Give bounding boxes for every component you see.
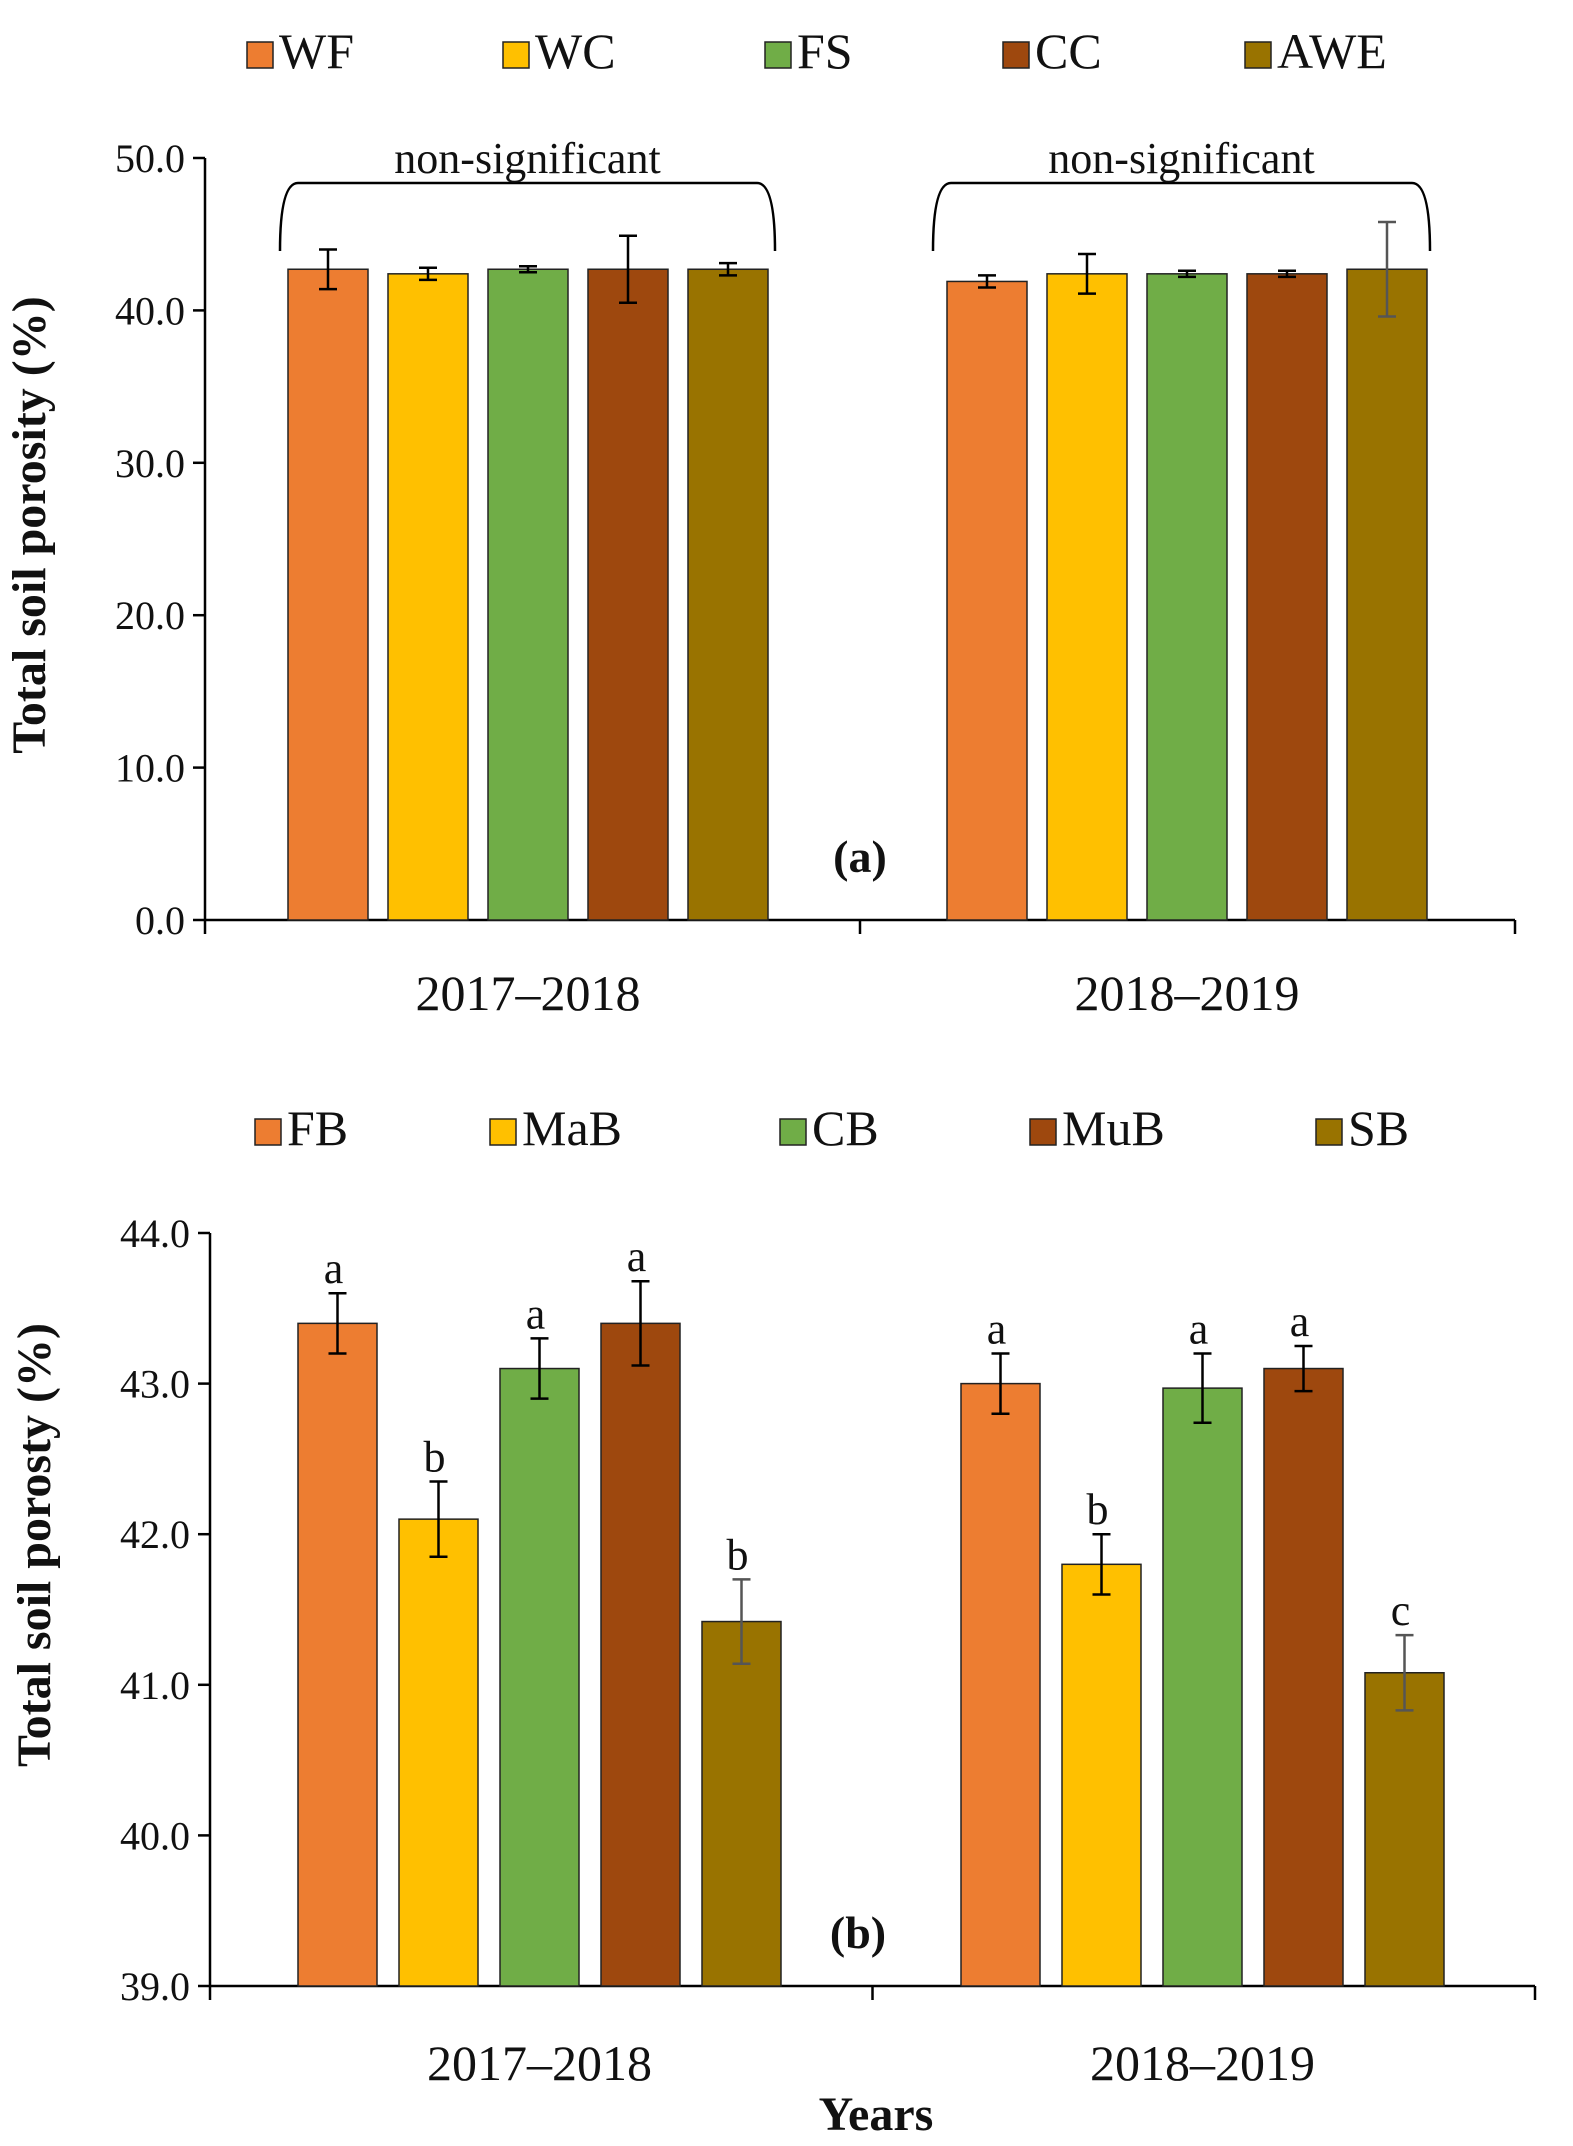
legend-label-fs: FS <box>797 23 853 79</box>
legend-label-sb: SB <box>1348 1100 1409 1156</box>
legend-swatch-awe <box>1244 41 1272 69</box>
significance-letter: a <box>1290 1297 1310 1346</box>
legend-label-cc: CC <box>1035 23 1102 79</box>
legend-swatch-cb <box>779 1118 807 1146</box>
significance-letter: c <box>1391 1586 1411 1635</box>
bar-mub-2017-2018 <box>600 1322 681 1987</box>
y-tick-label: 30.0 <box>115 441 185 486</box>
legend-swatch-wc <box>502 41 530 69</box>
x-category-label: 2017–2018 <box>427 2035 652 2091</box>
legend-label-wf: WF <box>279 23 354 79</box>
bar-wc-2018-2019 <box>1046 273 1128 921</box>
y-tick-label: 50.0 <box>115 136 185 181</box>
x-axis-title: Years <box>819 2088 934 2141</box>
bar-sb-2018-2019 <box>1364 1672 1445 1987</box>
y-tick-label: 20.0 <box>115 593 185 638</box>
x-category-label: 2018–2019 <box>1090 2035 1315 2091</box>
legend-label-wc: WC <box>535 23 616 79</box>
bar-mub-2018-2019 <box>1263 1367 1344 1987</box>
legend-swatch-cc <box>1002 41 1030 69</box>
x-category-label: 2018–2019 <box>1075 965 1300 1021</box>
bar-cc-2017-2018 <box>587 268 669 921</box>
bar-cb-2017-2018 <box>499 1367 580 1987</box>
legend-label-fb: FB <box>287 1100 348 1156</box>
legend-label-awe: AWE <box>1277 23 1387 79</box>
chart-panel-b: FB MaB CB MuB SB 39.0 40.0 41.0 42.0 43.0 44.0 Tota… <box>8 1100 1537 2141</box>
legend-swatch-fs <box>764 41 792 69</box>
significance-bracket <box>278 181 777 252</box>
y-tick-label: 39.0 <box>120 1964 190 2009</box>
significance-bracket <box>931 181 1432 252</box>
bar-mab-2018-2019 <box>1061 1563 1142 1987</box>
legend-swatch-mub <box>1029 1118 1057 1146</box>
y-tick-label: 44.0 <box>120 1211 190 1256</box>
significance-letter: a <box>324 1244 344 1293</box>
y-tick-label: 40.0 <box>115 288 185 333</box>
significance-letter: a <box>526 1289 546 1338</box>
annotation-non-significant: non-significant <box>1048 134 1314 183</box>
y-tick-label: 43.0 <box>120 1362 190 1407</box>
bar-cc-2018-2019 <box>1246 273 1328 921</box>
bar-wf-2017-2018 <box>287 268 369 921</box>
significance-letter: a <box>627 1232 647 1281</box>
legend-label-mab: MaB <box>522 1100 622 1156</box>
panel-label: (a) <box>833 831 887 882</box>
bar-wc-2017-2018 <box>387 273 469 921</box>
bar-awe-2017-2018 <box>687 268 769 921</box>
y-tick-label: 40.0 <box>120 1813 190 1858</box>
significance-letter: a <box>987 1304 1007 1353</box>
legend-swatch-fb <box>254 1118 282 1146</box>
chart-panel-a: WF WC FS CC AWE 0.0 10.0 20.0 30.0 40.0 50.0 Total … <box>3 23 1517 1021</box>
bar-fs-2018-2019 <box>1146 273 1228 921</box>
bar-awe-2018-2019 <box>1346 268 1428 921</box>
bar-fs-2017-2018 <box>487 268 569 921</box>
y-tick-label: 0.0 <box>135 898 185 943</box>
bar-fb-2017-2018 <box>297 1322 378 1987</box>
legend-label-cb: CB <box>812 1100 879 1156</box>
significance-letter: b <box>727 1530 749 1579</box>
significance-letter: a <box>1189 1304 1209 1353</box>
y-axis-title: Total soil porosity (%) <box>3 296 56 753</box>
significance-letter: b <box>424 1432 446 1481</box>
y-axis-title: Total soil porosty (%) <box>8 1323 61 1767</box>
y-tick-label: 42.0 <box>120 1512 190 1557</box>
bar-fb-2018-2019 <box>960 1382 1041 1987</box>
annotation-non-significant: non-significant <box>394 134 660 183</box>
legend-label-mub: MuB <box>1062 1100 1165 1156</box>
y-tick-label: 10.0 <box>115 746 185 791</box>
y-tick-label: 41.0 <box>120 1663 190 1708</box>
bar-sb-2017-2018 <box>701 1620 782 1987</box>
legend-swatch-wf <box>246 41 274 69</box>
significance-letter: b <box>1087 1485 1109 1534</box>
bar-wf-2018-2019 <box>946 280 1028 921</box>
x-category-label: 2017–2018 <box>416 965 641 1021</box>
legend-swatch-mab <box>489 1118 517 1146</box>
legend-swatch-sb <box>1315 1118 1343 1146</box>
bar-cb-2018-2019 <box>1162 1387 1243 1987</box>
bar-mab-2017-2018 <box>398 1518 479 1987</box>
panel-label: (b) <box>830 1907 886 1958</box>
